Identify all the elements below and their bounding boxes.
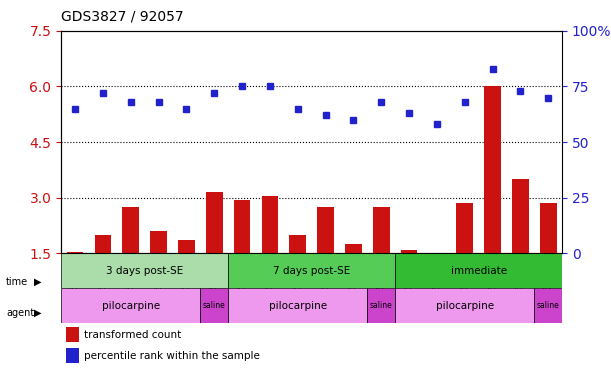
FancyBboxPatch shape	[61, 288, 200, 323]
Bar	[317, 207, 334, 253]
Text: pilocarpine: pilocarpine	[101, 301, 159, 311]
Bar	[233, 200, 251, 253]
Bar	[456, 204, 473, 253]
Text: transformed count: transformed count	[84, 330, 181, 340]
Bar	[512, 179, 529, 253]
Bar	[540, 204, 557, 253]
Bar	[373, 207, 390, 253]
Bar	[150, 231, 167, 253]
FancyBboxPatch shape	[534, 288, 562, 323]
FancyBboxPatch shape	[395, 253, 562, 288]
Text: agent: agent	[6, 308, 34, 318]
Text: ▶: ▶	[34, 277, 41, 287]
Bar	[345, 244, 362, 253]
FancyBboxPatch shape	[61, 253, 228, 288]
Bar	[66, 327, 79, 342]
Text: saline: saline	[537, 301, 560, 310]
Bar	[66, 348, 79, 363]
Text: ▶: ▶	[34, 308, 41, 318]
Bar	[484, 86, 501, 253]
FancyBboxPatch shape	[395, 288, 534, 323]
Bar	[122, 207, 139, 253]
Text: percentile rank within the sample: percentile rank within the sample	[84, 351, 260, 361]
Bar	[206, 192, 222, 253]
FancyBboxPatch shape	[200, 288, 228, 323]
Text: time: time	[6, 277, 28, 287]
Text: immediate: immediate	[450, 266, 507, 276]
Text: pilocarpine: pilocarpine	[436, 301, 494, 311]
Text: saline: saline	[370, 301, 393, 310]
Bar	[401, 250, 417, 253]
FancyBboxPatch shape	[367, 288, 395, 323]
Bar	[290, 235, 306, 253]
FancyBboxPatch shape	[228, 288, 367, 323]
Text: saline: saline	[203, 301, 225, 310]
Bar	[262, 196, 278, 253]
Bar	[178, 240, 195, 253]
Text: GDS3827 / 92057: GDS3827 / 92057	[61, 9, 184, 23]
Text: 3 days post-SE: 3 days post-SE	[106, 266, 183, 276]
Bar	[95, 235, 111, 253]
FancyBboxPatch shape	[228, 253, 395, 288]
Bar	[67, 252, 83, 253]
Text: 7 days post-SE: 7 days post-SE	[273, 266, 350, 276]
Text: pilocarpine: pilocarpine	[269, 301, 327, 311]
